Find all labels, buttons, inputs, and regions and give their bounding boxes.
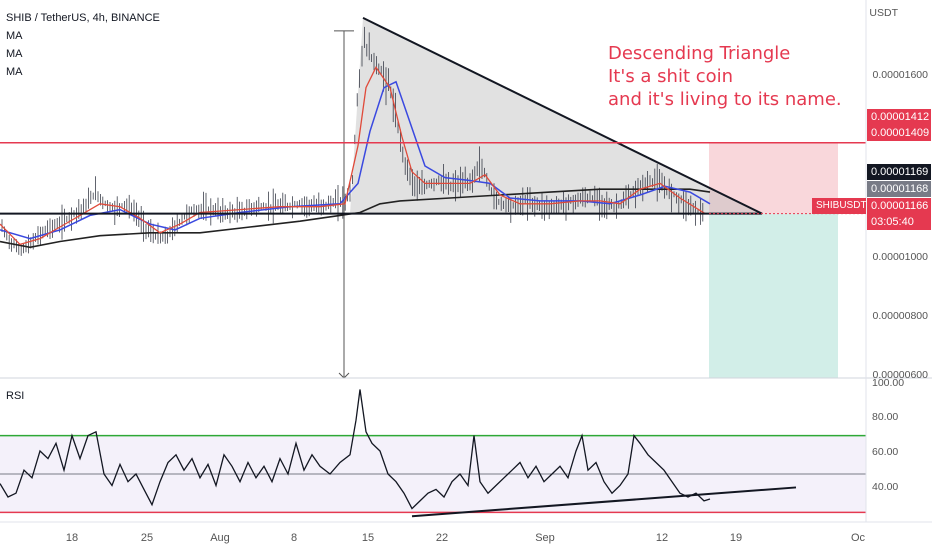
rsi-axis-label: 40.00 <box>872 481 899 493</box>
time-axis-label: 12 <box>655 532 669 544</box>
rsi-title[interactable]: RSI <box>6 390 25 402</box>
price-axis-currency: USDT <box>869 7 898 19</box>
price-axis-label: 0.00001600 <box>872 69 928 81</box>
ma-slow-line <box>0 188 711 249</box>
chart-legend: SHIB / TetherUS, 4h, BINANCE MA MA MA <box>6 9 160 81</box>
legend-ma-2[interactable]: MA <box>6 48 23 60</box>
price-axis-label: 0.00000800 <box>872 310 928 322</box>
time-axis-label: Oc <box>850 532 866 544</box>
rsi-axis-label: 80.00 <box>872 411 899 423</box>
countdown-tag: 03:05:40 <box>867 214 931 230</box>
time-axis-label: 25 <box>140 532 154 544</box>
ma-fast-line <box>0 66 706 246</box>
ma-mid-line <box>0 80 711 240</box>
ma-price-tag: 0.00001168 <box>867 181 931 197</box>
legend-symbol[interactable]: SHIB / TetherUS, 4h, BINANCE <box>6 12 160 24</box>
rsi-line <box>0 389 711 510</box>
current-price-tag: 0.00001166 <box>867 198 931 214</box>
price-axis-label: 0.00001000 <box>872 251 928 263</box>
rsi-axis-label: 60.00 <box>872 446 899 458</box>
rsi-trendline <box>411 486 797 518</box>
time-axis-label: 18 <box>65 532 79 544</box>
time-axis-label: 22 <box>435 532 449 544</box>
annotation-line-2: It's a shit coin <box>608 66 734 87</box>
legend-ma-3[interactable]: MA <box>6 66 23 78</box>
chart-annotation[interactable]: Descending Triangle It's a shit coin and… <box>608 42 842 111</box>
time-axis-label: Aug <box>210 532 230 544</box>
last-price-tag: 0.00001169 <box>867 164 931 180</box>
time-axis-label: 8 <box>290 532 298 544</box>
triangle-pattern <box>350 17 762 214</box>
target-price-tag-high: 0.00001412 <box>867 109 931 125</box>
symbol-tag: SHIBUSDT <box>812 198 867 214</box>
annotation-line-1: Descending Triangle <box>608 43 791 64</box>
time-axis-label: 19 <box>729 532 743 544</box>
time-axis-label: Sep <box>535 532 555 544</box>
take-profit-zone <box>709 213 838 378</box>
time-axis-label: 15 <box>361 532 375 544</box>
target-price-tag-low: 0.00001409 <box>867 125 931 141</box>
triangle-upper-line <box>362 17 763 215</box>
legend-ma-1[interactable]: MA <box>6 30 23 42</box>
annotation-line-3: and it's living to its name. <box>608 89 842 110</box>
rsi-axis-label: 100.00 <box>872 377 905 389</box>
price-axis-label: 0.00000600 <box>872 369 928 381</box>
